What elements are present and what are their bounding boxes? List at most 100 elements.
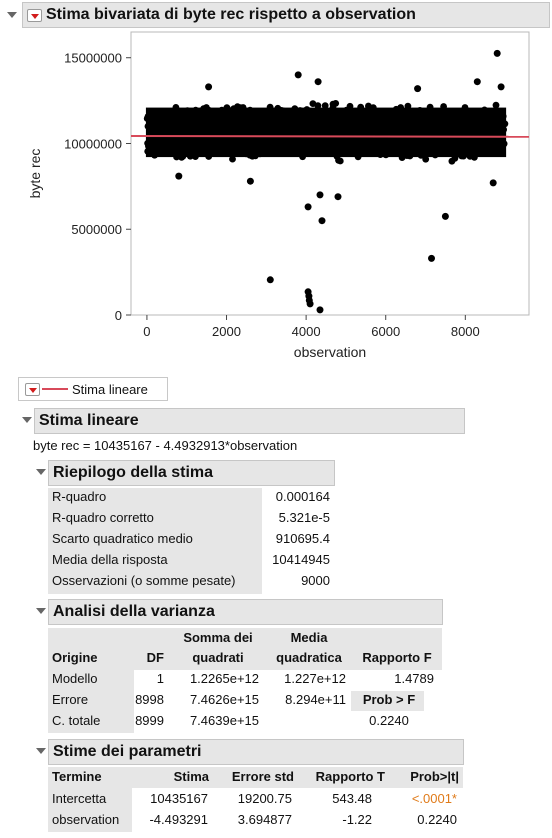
params-p: <.0001*	[411, 791, 457, 806]
data-point	[329, 149, 337, 157]
data-point	[382, 121, 390, 129]
data-point	[225, 121, 232, 128]
data-point	[299, 128, 307, 136]
plot-frame	[130, 31, 530, 316]
data-point	[303, 146, 311, 153]
data-point	[400, 136, 407, 143]
data-point	[344, 144, 351, 152]
data-point	[233, 126, 241, 133]
data-point	[463, 113, 471, 120]
data-point	[176, 108, 184, 116]
anova-col-ss: quadrati	[192, 650, 244, 665]
anova-df: 8998	[135, 692, 164, 707]
data-point	[266, 144, 274, 151]
data-point	[392, 105, 400, 113]
anova-col-df: DF	[146, 650, 164, 665]
data-point	[471, 112, 478, 120]
data-point	[166, 126, 174, 134]
data-point	[249, 152, 256, 160]
data-point	[439, 141, 447, 149]
data-point	[461, 104, 469, 111]
data-point	[404, 120, 412, 127]
data-point	[430, 116, 438, 124]
data-point	[251, 114, 258, 122]
data-point	[240, 138, 248, 146]
data-point	[329, 104, 337, 112]
data-point	[246, 145, 254, 153]
data-point	[157, 118, 165, 126]
data-point	[401, 129, 409, 136]
params-termine-column	[48, 788, 132, 832]
report-title: Stima bivariata di byte rec rispetto a o…	[46, 6, 416, 23]
anova-col-f: Rapporto F	[362, 650, 432, 665]
x-tick-label: 0	[143, 324, 150, 339]
x-tick-label: 2000	[212, 324, 241, 339]
riepilogo-label: Media della risposta	[52, 552, 168, 567]
data-point	[461, 136, 468, 143]
params-p: 0.2240	[417, 812, 457, 827]
data-point	[221, 111, 229, 119]
data-point	[277, 142, 284, 149]
params-stima: 10435167	[150, 791, 208, 806]
data-point	[153, 108, 161, 115]
data-point	[257, 117, 265, 125]
y-tick-label: 5000000	[71, 222, 122, 237]
data-point	[278, 111, 285, 119]
data-point	[498, 124, 506, 131]
data-point	[300, 116, 308, 124]
data-point	[152, 150, 160, 158]
data-point-outlier	[316, 191, 324, 199]
data-point	[358, 117, 366, 125]
data-point	[284, 141, 292, 149]
anova-ss: 7.4626e+15	[189, 692, 259, 707]
data-point	[481, 106, 488, 114]
params-termine: Intercetta	[52, 791, 107, 806]
data-point	[192, 127, 200, 135]
collapse-params-icon[interactable]	[36, 748, 46, 754]
prob-f-label-bg	[351, 691, 424, 711]
y-tick-label: 0	[115, 308, 122, 323]
data-point	[357, 140, 364, 147]
x-axis-label: observation	[294, 344, 366, 360]
data-point	[376, 128, 384, 135]
collapse-report-icon[interactable]	[7, 12, 17, 18]
data-point	[214, 123, 222, 130]
data-point	[294, 143, 302, 151]
data-point	[351, 138, 358, 146]
data-point	[393, 118, 401, 126]
data-point	[217, 138, 225, 146]
collapse-riepilogo-icon[interactable]	[36, 469, 46, 475]
linear-fit-line[interactable]	[130, 134, 530, 138]
data-point	[285, 109, 293, 116]
riepilogo-header: Riepilogo della stima	[48, 460, 335, 486]
data-point-outlier	[414, 85, 422, 93]
data-point	[477, 144, 484, 152]
data-point	[391, 147, 399, 155]
report-menu-button[interactable]	[27, 8, 42, 22]
data-point	[292, 119, 299, 127]
data-point	[223, 139, 231, 147]
data-point	[357, 103, 365, 111]
params-errore: 19200.75	[237, 791, 292, 806]
data-point	[272, 121, 279, 129]
data-point	[216, 128, 224, 136]
y-axis-label: byte rec	[27, 149, 43, 199]
anova-header-band	[48, 628, 442, 670]
data-point	[404, 102, 412, 110]
data-point	[231, 147, 239, 155]
legend-menu-button[interactable]	[25, 382, 40, 396]
riepilogo-value: 910695.4	[275, 531, 330, 546]
riepilogo-value: 0.000164	[275, 489, 330, 504]
collapse-stima-icon[interactable]	[22, 417, 32, 423]
data-point	[155, 142, 163, 150]
data-point	[426, 103, 434, 111]
data-point	[336, 157, 344, 165]
data-point	[168, 108, 176, 116]
data-point	[425, 140, 433, 148]
data-point	[203, 104, 210, 111]
anova-col-origine: Origine	[52, 650, 98, 665]
riepilogo-label: R-quadro	[52, 489, 107, 504]
collapse-anova-icon[interactable]	[36, 608, 46, 614]
data-point	[289, 126, 296, 134]
data-point	[399, 142, 407, 149]
